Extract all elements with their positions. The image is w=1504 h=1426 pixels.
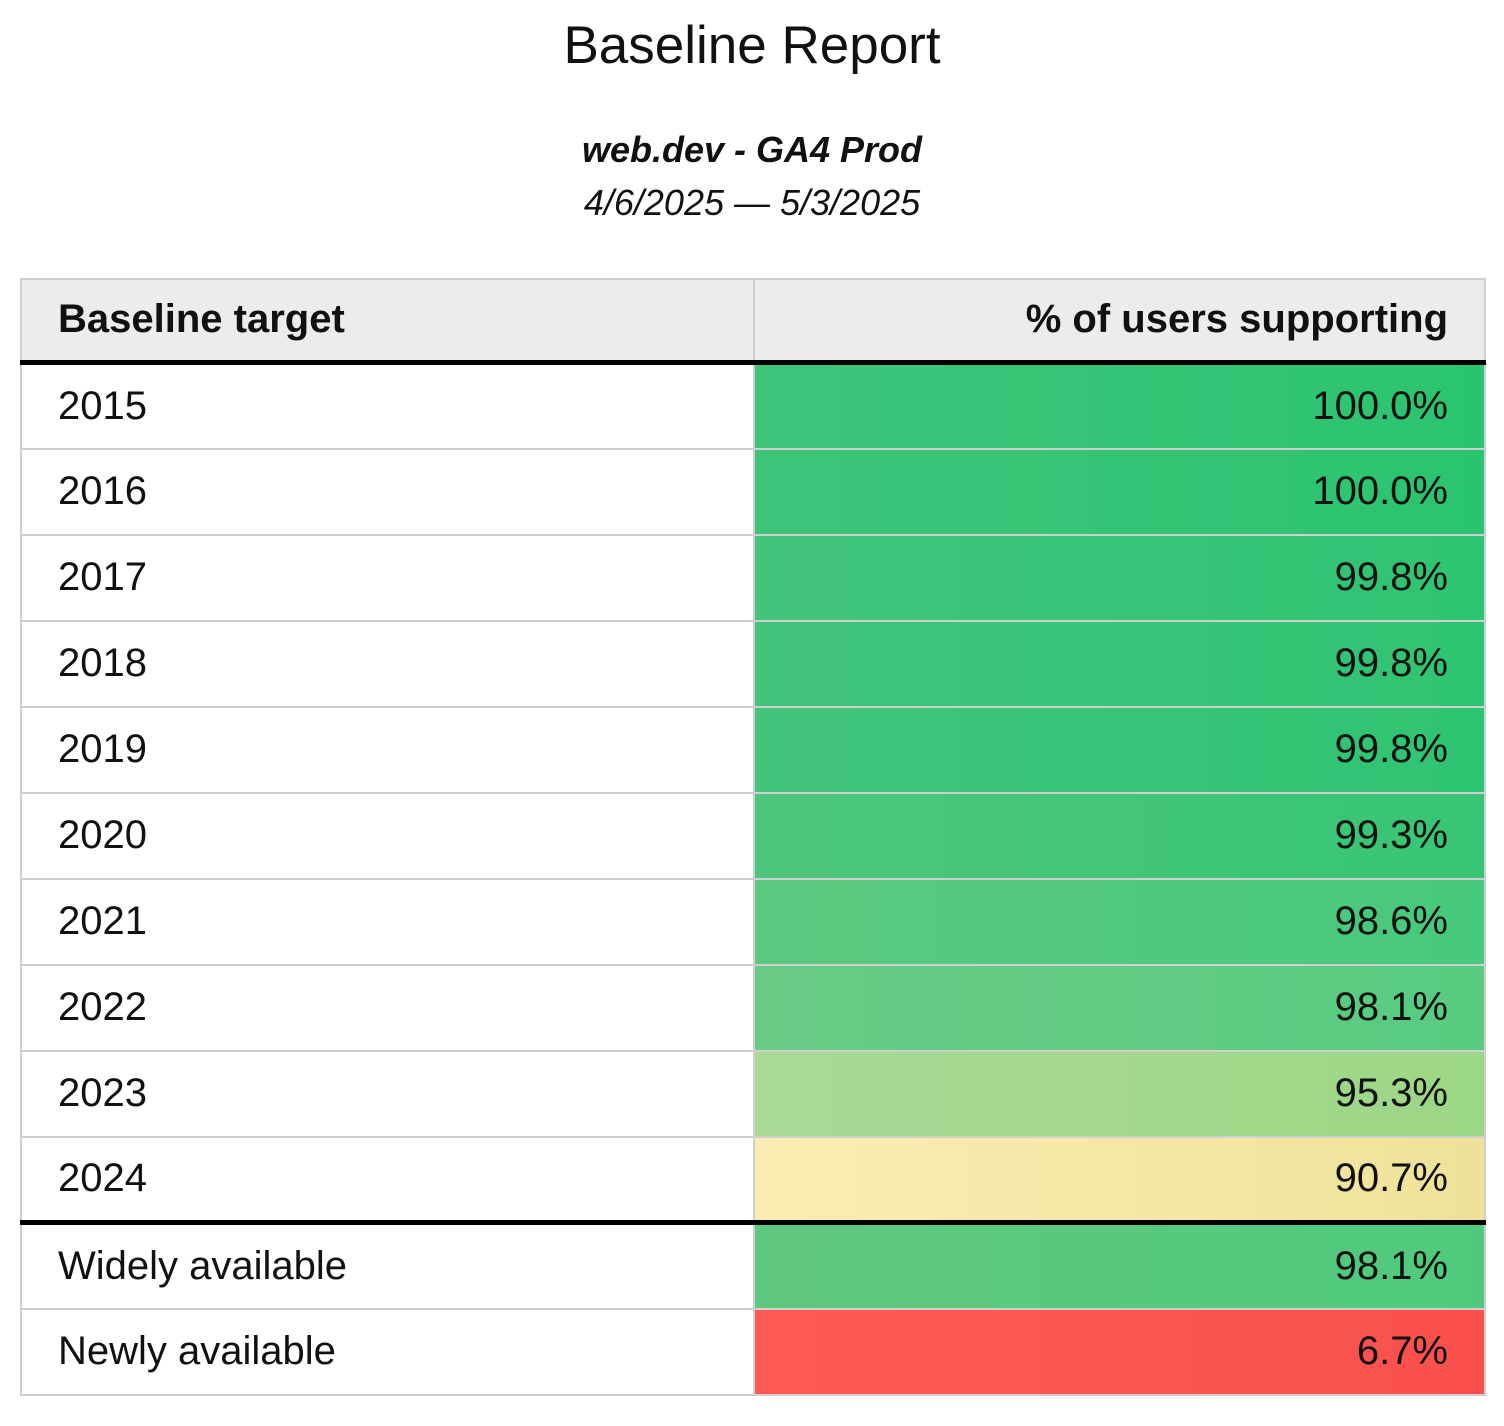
table-row: 2022 98.1% [20,963,1486,1052]
table-row: Newly available 6.7% [20,1307,1486,1396]
percent-value-cell: 90.7% [753,1135,1486,1224]
percent-value-cell: 99.8% [753,533,1486,622]
percent-value-cell: 98.1% [753,963,1486,1052]
percent-value-cell: 98.1% [753,1220,1486,1310]
baseline-target-cell: 2023 [20,1049,755,1138]
page-title: Baseline Report [563,16,941,75]
table-row: 2015 100.0% [20,361,1486,450]
baseline-target-cell: 2024 [20,1135,755,1224]
percent-value-cell: 100.0% [753,447,1486,536]
baseline-target-cell: Newly available [20,1307,755,1396]
table-row: 2019 99.8% [20,705,1486,794]
baseline-target-cell: 2015 [20,361,755,450]
percent-value-cell: 100.0% [753,361,1486,450]
percent-value-cell: 99.8% [753,619,1486,708]
table-row: 2018 99.8% [20,619,1486,708]
baseline-target-cell: 2018 [20,619,755,708]
report-date-range: 4/6/2025 — 5/3/2025 [583,182,921,224]
percent-value-cell: 98.6% [753,877,1486,966]
table-row: Widely available 98.1% [20,1220,1486,1310]
percent-value-cell: 95.3% [753,1049,1486,1138]
baseline-table: Baseline target % of users supporting 20… [20,277,1486,1396]
table-row: 2023 95.3% [20,1049,1486,1138]
table-row: 2024 90.7% [20,1135,1486,1224]
table-row: 2020 99.3% [20,791,1486,880]
table-row: 2016 100.0% [20,447,1486,536]
baseline-target-cell: 2022 [20,963,755,1052]
baseline-target-cell: 2019 [20,705,755,794]
table-body: 2015 100.0% 2016 100.0% 2017 99.8% 2018 … [20,361,1486,1396]
column-header-baseline-target: Baseline target [20,277,755,366]
baseline-target-cell: 2021 [20,877,755,966]
baseline-target-cell: 2016 [20,447,755,536]
table-header-row: Baseline target % of users supporting [20,277,1486,366]
report-subtitle: web.dev - GA4 Prod [581,128,923,170]
baseline-target-cell: 2020 [20,791,755,880]
percent-value-cell: 6.7% [753,1307,1486,1396]
column-header-percent-supporting: % of users supporting [753,277,1486,366]
baseline-target-cell: 2017 [20,533,755,622]
table-header: Baseline target % of users supporting [20,277,1486,366]
baseline-target-cell: Widely available [20,1220,755,1310]
report-header: Baseline Report web.dev - GA4 Prod 4/6/2… [0,16,1504,224]
table-row: 2021 98.6% [20,877,1486,966]
table-row: 2017 99.8% [20,533,1486,622]
percent-value-cell: 99.8% [753,705,1486,794]
percent-value-cell: 99.3% [753,791,1486,880]
